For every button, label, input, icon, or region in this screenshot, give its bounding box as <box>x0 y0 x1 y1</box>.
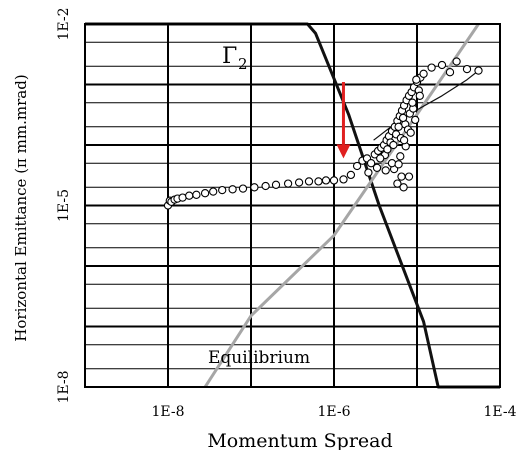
data-point <box>321 176 331 185</box>
data-point <box>397 172 406 181</box>
x-tick-label: 1E-4 <box>483 404 516 420</box>
data-point <box>346 170 356 180</box>
y-tick-label: 1E-2 <box>56 7 72 40</box>
tick-labels: 1E-8 1E-6 1E-4 1E-8 1E-5 1E-2 <box>56 7 517 420</box>
arrow-head <box>336 144 351 159</box>
x-tick-label: 1E-8 <box>151 404 184 420</box>
data-point <box>394 122 403 131</box>
red-arrow-icon <box>336 81 351 159</box>
data-point <box>185 191 194 200</box>
data-point <box>396 152 405 161</box>
data-point <box>271 180 281 189</box>
data-point <box>387 159 397 168</box>
data-point <box>399 183 408 192</box>
data-point <box>364 168 373 177</box>
data-point <box>218 185 227 195</box>
data-point <box>339 175 348 184</box>
data-point <box>412 75 421 84</box>
data-point <box>411 115 420 125</box>
data-point <box>228 185 237 194</box>
equilibrium-label: Equilibrium <box>208 348 310 368</box>
data-point <box>250 183 259 192</box>
x-axis-title: Momentum Spread <box>207 430 392 450</box>
data-point <box>314 177 323 186</box>
gray-line-series <box>203 23 480 388</box>
data-point <box>406 128 415 137</box>
data-point <box>419 69 428 78</box>
data-point <box>394 160 403 169</box>
data-point <box>437 60 447 70</box>
data-point <box>376 154 385 163</box>
data-point <box>398 113 408 123</box>
data-point <box>393 179 402 188</box>
data-point <box>389 140 398 150</box>
data-point <box>200 189 210 198</box>
data-point <box>283 179 293 188</box>
data-point <box>404 172 414 181</box>
data-point <box>294 178 304 187</box>
data-point <box>366 159 376 168</box>
data-point <box>462 64 472 74</box>
plot-markers <box>163 57 483 210</box>
data-point <box>474 66 483 75</box>
gamma-subscript: 2 <box>238 55 248 73</box>
data-point <box>304 177 314 186</box>
data-point <box>452 57 461 66</box>
data-point <box>238 184 248 193</box>
data-point <box>415 91 424 100</box>
data-point <box>381 166 390 175</box>
data-point <box>445 68 455 77</box>
data-point <box>261 181 270 191</box>
x-tick-label: 1E-6 <box>317 404 350 420</box>
gamma-label: Γ <box>222 44 237 69</box>
data-point <box>209 187 218 196</box>
data-point <box>408 98 417 107</box>
plot-frame <box>84 23 501 388</box>
data-point <box>192 190 201 199</box>
data-point <box>352 161 362 171</box>
y-axis-title: Horizontal Emittance (π mm.mrad) <box>12 74 30 341</box>
data-point <box>372 163 382 172</box>
data-point <box>399 136 409 145</box>
data-point <box>383 145 392 154</box>
grid-lines <box>84 23 501 388</box>
data-point <box>329 176 339 185</box>
data-point <box>427 63 436 72</box>
y-tick-label: 1E-5 <box>56 189 72 222</box>
y-tick-label: 1E-8 <box>56 370 72 403</box>
